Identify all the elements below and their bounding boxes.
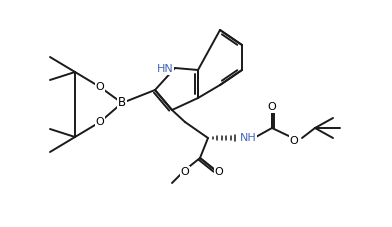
Text: O: O bbox=[215, 167, 223, 177]
Text: HN: HN bbox=[157, 64, 173, 74]
Text: O: O bbox=[96, 82, 104, 92]
Text: O: O bbox=[181, 167, 189, 177]
Text: NH: NH bbox=[240, 133, 256, 143]
Text: B: B bbox=[118, 96, 126, 109]
Text: O: O bbox=[96, 117, 104, 127]
Text: O: O bbox=[268, 102, 276, 112]
Text: O: O bbox=[290, 136, 298, 146]
